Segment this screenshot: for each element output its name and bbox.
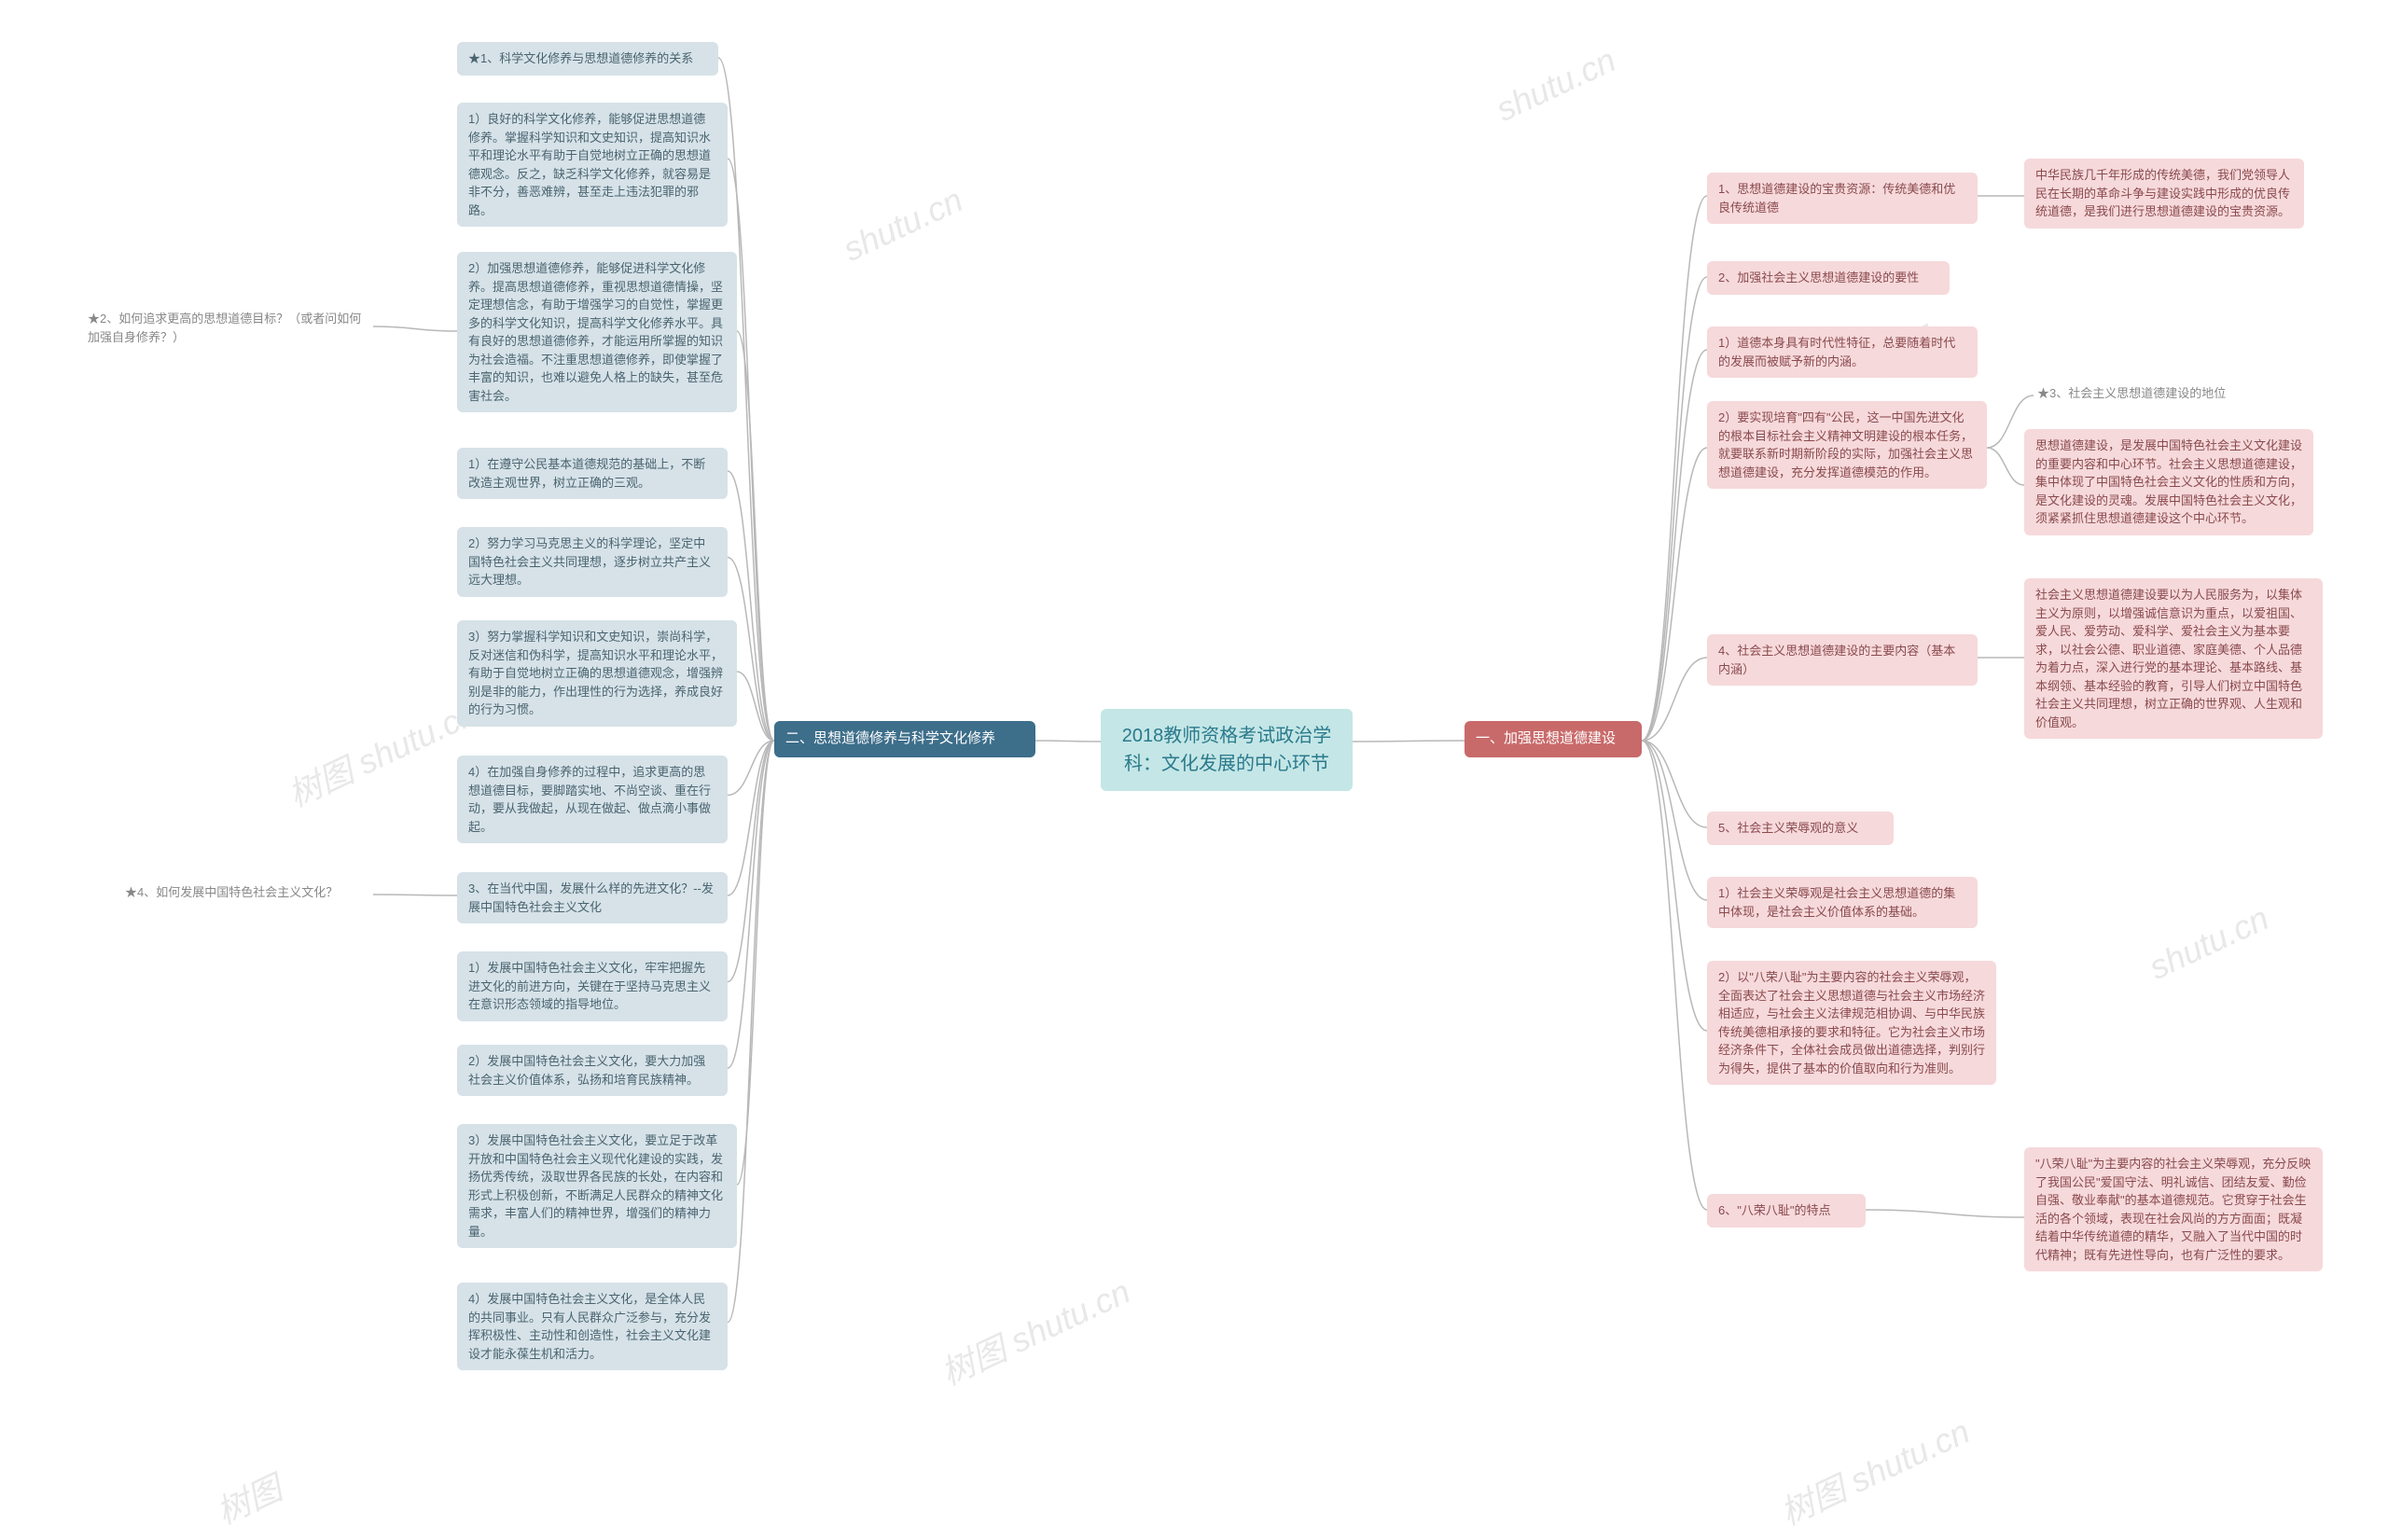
left-node[interactable]: ★4、如何发展中国特色社会主义文化？ (121, 881, 373, 904)
branch-right[interactable]: 一、加强思想道德建设 (1465, 721, 1642, 757)
left-node[interactable]: ★2、如何追求更高的思想道德目标？（或者问如何加强自身修养？） (84, 308, 373, 348)
left-node[interactable]: 3）发展中国特色社会主义文化，要立足于改革开放和中国特色社会主义现代化建设的实践… (457, 1124, 737, 1248)
right-node[interactable]: 1、思想道德建设的宝贵资源：传统美德和优良传统道德 (1707, 173, 1978, 224)
watermark: 树图 shutu.cn (1771, 1405, 1977, 1534)
left-node[interactable]: 2）努力学习马克思主义的科学理论，坚定中国特色社会主义共同理想，逐步树立共产主义… (457, 527, 728, 597)
left-node[interactable]: 1）在遵守公民基本道德规范的基础上，不断改造主观世界，树立正确的三观。 (457, 448, 728, 499)
right-node[interactable]: 社会主义思想道德建设要以为人民服务为，以集体主义为原则，以增强诚信意识为重点，以… (2024, 578, 2323, 739)
left-node[interactable]: 1）良好的科学文化修养，能够促进思想道德修养。掌握科学知识和文史知识，提高知识水… (457, 103, 728, 227)
left-node[interactable]: 2）加强思想道德修养，能够促进科学文化修养。提高思想道德修养，重视思想道德情操，… (457, 252, 737, 412)
right-node[interactable]: 2）要实现培育"四有"公民，这一中国先进文化的根本目标社会主义精神文明建设的根本… (1707, 401, 1987, 489)
watermark: 树图 shutu.cn (279, 687, 484, 816)
right-node[interactable]: 2）以"八荣八耻"为主要内容的社会主义荣辱观，全面表达了社会主义思想道德与社会主… (1707, 961, 1996, 1085)
left-node[interactable]: ★1、科学文化修养与思想道德修养的关系 (457, 42, 718, 76)
left-node[interactable]: 1）发展中国特色社会主义文化，牢牢把握先进文化的前进方向，关键在于坚持马克思主义… (457, 951, 728, 1021)
watermark: 树图 (207, 1462, 288, 1534)
left-node[interactable]: 4）在加强自身修养的过程中，追求更高的思想道德目标，要脚踏实地、不尚空谈、重在行… (457, 756, 728, 843)
right-node[interactable]: 思想道德建设，是发展中国特色社会主义文化建设的重要内容和中心环节。社会主义思想道… (2024, 429, 2313, 535)
watermark: shutu.cn (1491, 40, 1622, 130)
right-node[interactable]: 1）道德本身具有时代性特征，总要随着时代的发展而被赋予新的内涵。 (1707, 326, 1978, 378)
left-node[interactable]: 4）发展中国特色社会主义文化，是全体人民的共同事业。只有人民群众广泛参与，充分发… (457, 1283, 728, 1370)
right-node[interactable]: 6、"八荣八耻"的特点 (1707, 1194, 1866, 1228)
right-node[interactable]: "八荣八耻"为主要内容的社会主义荣辱观，充分反映了我国公民"爱国守法、明礼诚信、… (2024, 1147, 2323, 1271)
watermark: 树图 shutu.cn (932, 1265, 1137, 1394)
branch-left[interactable]: 二、思想道德修养与科学文化修养 (774, 721, 1035, 757)
left-node[interactable]: 3）努力掌握科学知识和文史知识，崇尚科学，反对迷信和伪科学，提高知识水平和理论水… (457, 620, 737, 727)
root-node[interactable]: 2018教师资格考试政治学科：文化发展的中心环节 (1101, 709, 1353, 791)
watermark: shutu.cn (838, 180, 969, 270)
right-node[interactable]: ★3、社会主义思想道德建设的地位 (2034, 382, 2257, 405)
left-node[interactable]: 3、在当代中国，发展什么样的先进文化？--发展中国特色社会主义文化 (457, 872, 728, 923)
right-node[interactable]: 1）社会主义荣辱观是社会主义思想道德的集中体现，是社会主义价值体系的基础。 (1707, 877, 1978, 928)
left-node[interactable]: 2）发展中国特色社会主义文化，要大力加强社会主义价值体系，弘扬和培育民族精神。 (457, 1045, 728, 1096)
right-node[interactable]: 2、加强社会主义思想道德建设的要性 (1707, 261, 1950, 295)
watermark: shutu.cn (2144, 898, 2275, 988)
mindmap-canvas: 2018教师资格考试政治学科：文化发展的中心环节 一、加强思想道德建设 二、思想… (0, 0, 2388, 1540)
right-node[interactable]: 中华民族几千年形成的传统美德，我们党领导人民在长期的革命斗争与建设实践中形成的优… (2024, 159, 2304, 229)
right-node[interactable]: 4、社会主义思想道德建设的主要内容（基本内涵） (1707, 634, 1978, 686)
right-node[interactable]: 5、社会主义荣辱观的意义 (1707, 812, 1894, 845)
